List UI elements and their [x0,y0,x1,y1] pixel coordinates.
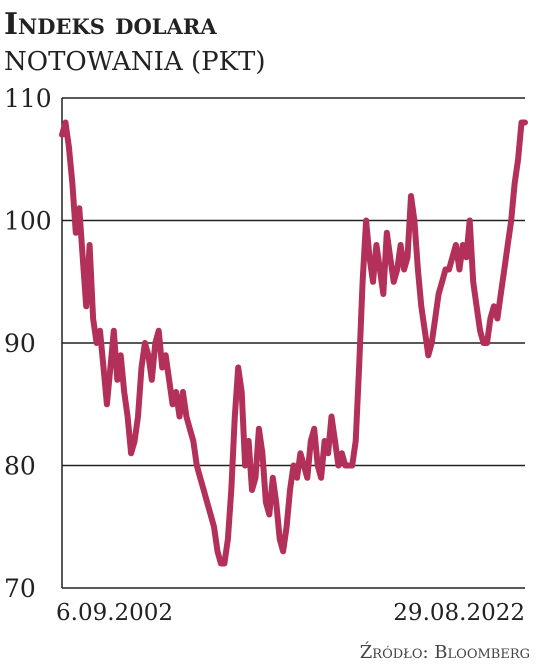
chart-title: Indeks dolara [4,7,217,42]
y-tick-label: 100 [4,207,52,236]
y-tick-label: 110 [4,84,52,113]
source: Źródło: Bloomberg [360,640,530,663]
chart-subtitle: NOTOWANIA (PKT) [4,47,266,77]
data-line [59,119,528,567]
y-tick-label: 80 [4,452,36,481]
x-tick-label: 29.08.2022 [393,600,525,626]
y-tick-label: 70 [4,574,36,603]
x-tick-label: 6.09.2002 [56,600,173,626]
y-tick-label: 90 [4,329,36,358]
